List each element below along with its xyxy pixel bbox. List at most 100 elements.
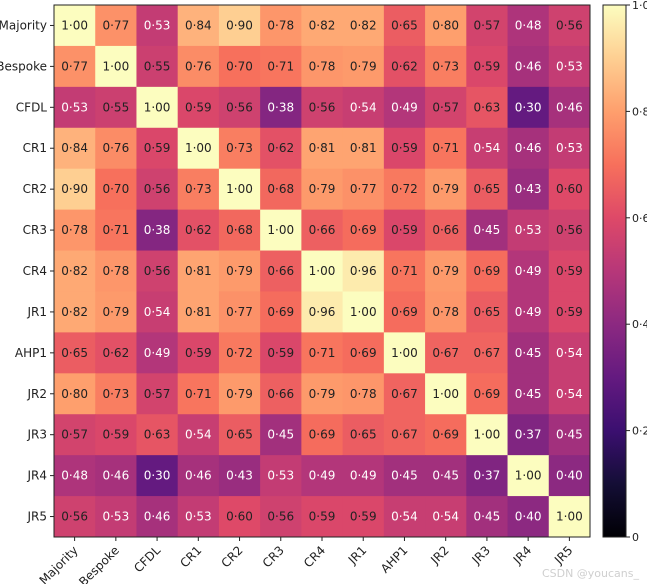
cell-value-label: 0·56 — [556, 223, 583, 237]
cell-value-label: 0·76 — [185, 59, 212, 73]
watermark-text: CSDN @youcans_ — [541, 567, 639, 580]
cell-value-label: 1·00 — [515, 469, 542, 483]
cell-value-label: 1·00 — [267, 223, 294, 237]
heatmap-cell — [383, 5, 426, 47]
cell-value-label: 0·59 — [556, 305, 583, 319]
heatmap-cell — [383, 45, 426, 88]
cell-value-label: 0·79 — [309, 182, 336, 196]
heatmap-cell — [54, 86, 96, 129]
heatmap-cell — [383, 209, 426, 252]
cell-value-label: 0·45 — [515, 387, 542, 401]
cell-value-label: 0·59 — [267, 346, 294, 360]
heatmap-cell — [425, 373, 467, 415]
heatmap-cell — [507, 496, 550, 538]
heatmap-cell — [54, 168, 96, 211]
cell-value-label: 0·77 — [102, 18, 129, 32]
heatmap-cell — [507, 5, 550, 47]
cell-value-label: 0·69 — [267, 305, 294, 319]
heatmap-cell — [54, 496, 96, 538]
cell-value-label: 0·59 — [185, 346, 212, 360]
heatmap-cell — [260, 414, 302, 456]
heatmap-cell — [301, 250, 344, 292]
heatmap-cell — [301, 291, 344, 333]
cell-value-label: 0·65 — [391, 18, 418, 32]
heatmap-cell — [136, 45, 179, 88]
heatmap-cell — [425, 332, 467, 374]
cell-value-label: 0·69 — [432, 428, 459, 442]
row-label: JR5 — [26, 510, 47, 524]
cell-value-label: 0·73 — [102, 387, 129, 401]
cell-value-label: 0·96 — [309, 305, 336, 319]
heatmap-cell — [177, 127, 220, 170]
heatmap-cell — [301, 5, 344, 47]
cell-value-label: 0·56 — [61, 510, 88, 524]
cell-value-label: 0·46 — [102, 469, 129, 483]
cell-value-label: 0·73 — [185, 182, 212, 196]
cell-value-label: 0·59 — [474, 59, 501, 73]
cell-value-label: 1·00 — [556, 510, 583, 524]
heatmap-cell — [95, 291, 137, 333]
cell-value-label: 0·48 — [61, 469, 88, 483]
colorbar-tick-label: 0 — [632, 531, 639, 544]
cell-value-label: 0·45 — [432, 469, 459, 483]
heatmap-cell — [548, 332, 591, 374]
heatmap-cell — [54, 209, 96, 252]
cell-value-label: 1·00 — [226, 182, 253, 196]
heatmap-cell — [177, 86, 220, 129]
cell-value-label: 0·79 — [309, 387, 336, 401]
cell-value-label: 0·68 — [267, 182, 294, 196]
heatmap-cell — [260, 455, 302, 497]
cell-value-label: 0·45 — [391, 469, 418, 483]
cell-value-label: 0·71 — [185, 387, 212, 401]
cell-value-label: 0·55 — [102, 100, 129, 114]
heatmap-cell — [177, 45, 220, 88]
cell-value-label: 0·80 — [61, 387, 88, 401]
cell-value-label: 0·55 — [144, 59, 171, 73]
heatmap-cell — [466, 127, 509, 170]
cell-value-label: 0·65 — [350, 428, 377, 442]
cell-value-label: 0·81 — [350, 141, 377, 155]
heatmap-cell — [425, 414, 467, 456]
heatmap-cell — [548, 291, 591, 333]
cell-value-label: 0·46 — [515, 141, 542, 155]
heatmap-cell — [136, 291, 179, 333]
heatmap-cell — [425, 45, 467, 88]
heatmap-cell — [177, 291, 220, 333]
heatmap-cell — [425, 86, 467, 129]
cell-value-label: 0·57 — [144, 387, 171, 401]
cell-value-label: 0·72 — [226, 346, 253, 360]
heatmap-cell — [95, 209, 137, 252]
heatmap-cell — [466, 45, 509, 88]
cell-value-label: 0·82 — [350, 18, 377, 32]
heatmap-cell — [218, 496, 261, 538]
cell-value-label: 1·00 — [185, 141, 212, 155]
heatmap-cell — [136, 414, 179, 456]
cell-value-label: 0·49 — [350, 469, 377, 483]
heatmap-cell — [301, 127, 344, 170]
cell-value-label: 0·54 — [391, 510, 418, 524]
row-label: AHP1 — [15, 346, 47, 360]
heatmap-cell — [95, 127, 137, 170]
cell-value-label: 0·56 — [144, 264, 171, 278]
heatmap-cell — [218, 332, 261, 374]
cell-value-label: 0·59 — [309, 510, 336, 524]
heatmap-cell — [342, 168, 385, 211]
heatmap-cell — [218, 168, 261, 211]
heatmap-cell — [342, 250, 385, 292]
heatmap-cell — [383, 127, 426, 170]
heatmap-cell — [425, 209, 467, 252]
cell-value-label: 0·66 — [432, 223, 459, 237]
heatmap-cell — [260, 291, 302, 333]
heatmap-cell — [342, 332, 385, 374]
cell-value-label: 0·63 — [144, 428, 171, 442]
cell-value-label: 0·54 — [556, 387, 583, 401]
row-label: JR2 — [26, 387, 47, 401]
cell-value-label: 0·46 — [556, 100, 583, 114]
heatmap-cell — [95, 496, 137, 538]
cell-value-label: 0·40 — [556, 469, 583, 483]
heatmap-cell — [218, 291, 261, 333]
cell-value-label: 1·00 — [61, 18, 88, 32]
heatmap-cell — [548, 209, 591, 252]
